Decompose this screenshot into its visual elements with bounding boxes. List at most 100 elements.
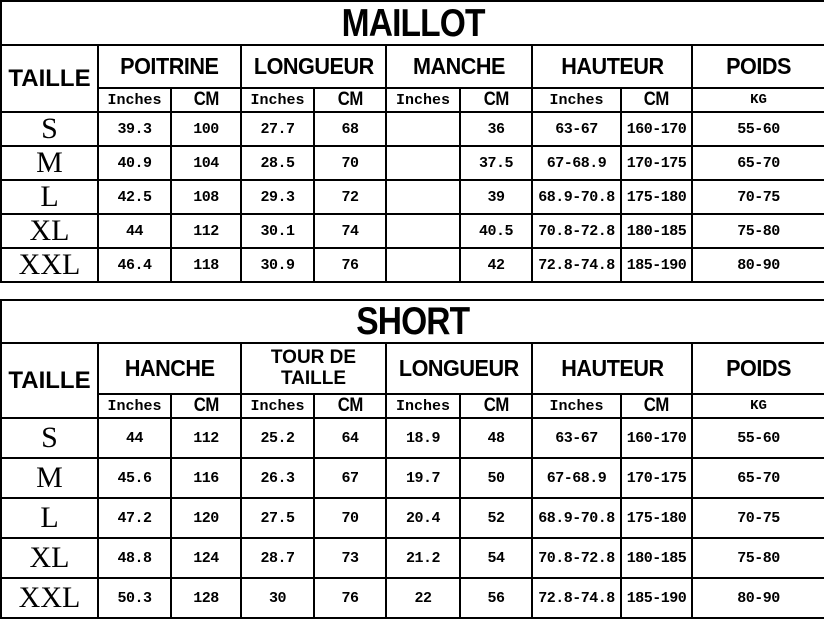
column-header-hauteur: HAUTEUR (531, 44, 693, 89)
table-cell: 56 (459, 577, 533, 619)
table-cell: 160-170 (620, 111, 693, 147)
table-cell: 20.4 (385, 497, 461, 539)
unit-header-cm: CM (459, 87, 533, 113)
table-cell: 63-67 (531, 417, 622, 459)
unit-header-cm: CM (620, 87, 693, 113)
table-cell: 27.5 (240, 497, 315, 539)
column-header-longueur: LONGUEUR (385, 342, 533, 395)
table-row: L 47.2 120 27.5 70 20.4 52 68.9-70.8 175-180 70-7… (0, 497, 824, 539)
table-cell: 28.5 (240, 145, 315, 181)
table-cell: 45.6 (97, 457, 172, 499)
table-title-row: MAILLOT (0, 0, 824, 46)
table-cell: 21.2 (385, 537, 461, 579)
column-header-hauteur: HAUTEUR (531, 342, 693, 395)
table-header-row: TAILLE HANCHE TOUR DE TAILLE LONGUEUR HA… (0, 342, 824, 419)
unit-header-cm: CM (620, 393, 693, 419)
table-cell: 30.1 (240, 213, 315, 249)
unit-header-inches: Inches (240, 393, 315, 419)
maillot-table-body: S 39.3 100 27.7 68 36 63-67 160-170 55-60 M 40.9 10… (0, 111, 824, 283)
table-gap (0, 283, 824, 299)
table-cell: 128 (170, 577, 242, 619)
table-cell: 52 (459, 497, 533, 539)
table-cell: 76 (313, 247, 387, 283)
unit-header-cm: CM (313, 87, 387, 113)
column-header-taille: TAILLE (0, 342, 99, 419)
table-row: XXL 46.4 118 30.9 76 42 72.8-74.8 185-190 80-90 (0, 247, 824, 283)
table-cell: 100 (170, 111, 242, 147)
table-cell (385, 247, 461, 283)
table-cell: 72 (313, 179, 387, 215)
unit-header-inches: Inches (385, 87, 461, 113)
table-cell: 72.8-74.8 (531, 247, 622, 283)
table-row: XL 48.8 124 28.7 73 21.2 54 70.8-72.8 180-185 75-… (0, 537, 824, 579)
table-units-row: Inches CM Inches CM Inches CM Inches CM … (1, 393, 824, 419)
table-cell: 65-70 (690, 145, 824, 181)
unit-header-cm: CM (313, 393, 387, 419)
table-cell: 28.7 (240, 537, 315, 579)
column-header-manche: MANCHE (385, 44, 533, 89)
unit-header-inches: Inches (97, 87, 172, 113)
unit-header-kg: KG (690, 393, 824, 419)
table-cell: 124 (170, 537, 242, 579)
size-cell: XL (0, 537, 99, 579)
table-cell: 175-180 (620, 179, 693, 215)
size-cell: L (0, 179, 99, 215)
table-cell: 170-175 (620, 457, 693, 499)
table-cell: 54 (459, 537, 533, 579)
unit-header-inches: Inches (531, 393, 622, 419)
table-cell: 18.9 (385, 417, 461, 459)
size-cell: XXL (0, 577, 99, 619)
table-cell: 76 (313, 577, 387, 619)
table-cell: 160-170 (620, 417, 693, 459)
unit-header-inches: Inches (240, 87, 315, 113)
size-cell: L (0, 497, 99, 539)
table-cell: 26.3 (240, 457, 315, 499)
table-cell: 180-185 (620, 537, 693, 579)
table-cell: 73 (313, 537, 387, 579)
table-cell: 118 (170, 247, 242, 283)
table-cell: 50 (459, 457, 533, 499)
size-cell: S (0, 417, 99, 459)
table-cell: 55-60 (690, 111, 824, 147)
table-cell: 70.8-72.8 (531, 537, 622, 579)
column-header-hanche: HANCHE (97, 342, 242, 395)
table-cell: 63-67 (531, 111, 622, 147)
table-cell: 48 (459, 417, 533, 459)
table-units-row: Inches CM Inches CM Inches CM Inches CM … (1, 87, 824, 113)
table-cell: 112 (170, 417, 242, 459)
table-cell: 67-68.9 (531, 145, 622, 181)
table-cell: 75-80 (690, 213, 824, 249)
short-size-table: SHORT TAILLE HANCHE TOUR DE TAILLE LONGU… (0, 299, 824, 619)
unit-header-cm: CM (459, 393, 533, 419)
table-cell: 80-90 (690, 577, 824, 619)
short-title-text: SHORT (356, 300, 470, 343)
table-cell: 19.7 (385, 457, 461, 499)
unit-header-inches: Inches (97, 393, 172, 419)
table-cell (385, 179, 461, 215)
table-cell: 67-68.9 (531, 457, 622, 499)
table-row: XL 44 112 30.1 74 40.5 70.8-72.8 180-185 75-80 (0, 213, 824, 249)
column-header-longueur: LONGUEUR (240, 44, 387, 89)
table-cell: 39 (459, 179, 533, 215)
table-cell: 46.4 (97, 247, 172, 283)
table-row: L 42.5 108 29.3 72 39 68.9-70.8 175-180 70-75 (0, 179, 824, 215)
table-cell: 55-60 (690, 417, 824, 459)
short-table-body: S 44 112 25.2 64 18.9 48 63-67 160-170 55-60 M 45.6… (0, 417, 824, 619)
maillot-size-table: MAILLOT TAILLE POITRINE LONGUEUR MANCHE … (0, 0, 824, 283)
table-cell: 25.2 (240, 417, 315, 459)
table-cell: 37.5 (459, 145, 533, 181)
maillot-title: MAILLOT (0, 0, 824, 46)
unit-header-inches: Inches (385, 393, 461, 419)
column-header-taille: TAILLE (0, 44, 99, 113)
table-cell: 40.5 (459, 213, 533, 249)
table-row: M 40.9 104 28.5 70 37.5 67-68.9 170-175 65-70 (0, 145, 824, 181)
table-cell: 112 (170, 213, 242, 249)
table-cell: 70-75 (690, 497, 824, 539)
table-cell: 44 (97, 417, 172, 459)
table-row: S 39.3 100 27.7 68 36 63-67 160-170 55-60 (0, 111, 824, 147)
table-cell: 75-80 (690, 537, 824, 579)
table-cell (385, 213, 461, 249)
table-cell: 30 (240, 577, 315, 619)
table-title-row: SHORT (0, 299, 824, 344)
column-header-poids: POIDS (690, 342, 824, 395)
